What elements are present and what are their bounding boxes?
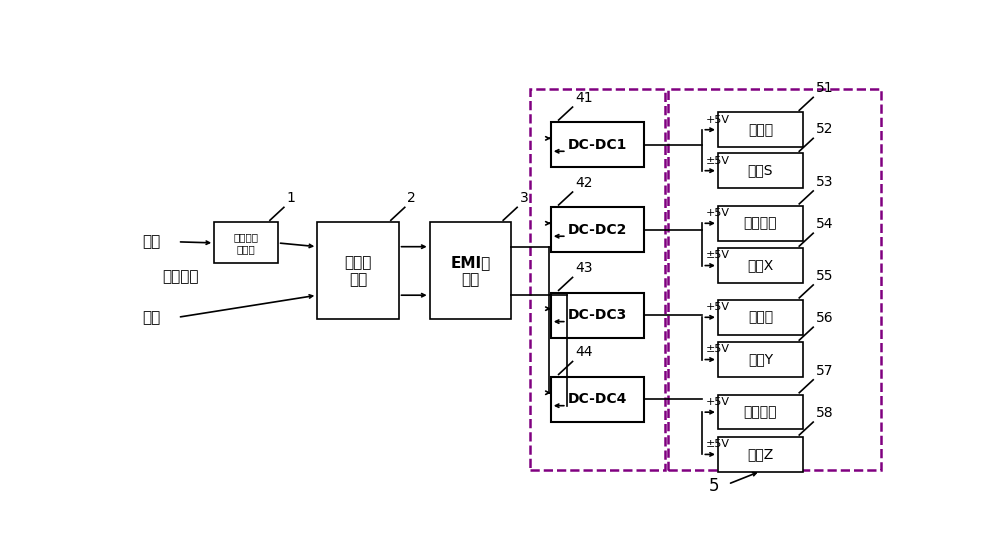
Text: 44: 44 [575, 346, 592, 360]
Text: 41: 41 [575, 91, 593, 105]
Text: 熔断器保
护电路: 熔断器保 护电路 [233, 232, 258, 254]
Text: 56: 56 [816, 311, 833, 325]
Text: 53: 53 [816, 175, 833, 189]
Text: +5V: +5V [706, 397, 730, 407]
Text: 正极: 正极 [142, 234, 160, 249]
Text: 42: 42 [575, 176, 592, 190]
Text: 5: 5 [709, 477, 719, 496]
Text: DC-DC2: DC-DC2 [568, 223, 627, 237]
Text: DC-DC3: DC-DC3 [568, 308, 627, 322]
Text: 一次电源: 一次电源 [162, 269, 199, 284]
Bar [718, 437, 803, 472]
Text: +5V: +5V [706, 302, 730, 312]
Text: 57: 57 [816, 363, 833, 377]
Bar [718, 248, 803, 283]
Bar [718, 153, 803, 188]
Text: EMI滤
波器: EMI滤 波器 [450, 255, 490, 287]
Bar [551, 292, 644, 338]
Text: 55: 55 [816, 269, 833, 283]
Text: 主通讯板: 主通讯板 [744, 216, 777, 230]
Bar [668, 88, 881, 470]
Bar [317, 222, 399, 319]
Bar [214, 222, 278, 263]
Text: 2: 2 [407, 191, 416, 205]
Text: 43: 43 [575, 262, 592, 276]
Text: 3: 3 [519, 191, 528, 205]
Text: 58: 58 [816, 406, 833, 420]
Text: +5V: +5V [706, 115, 730, 124]
Text: 负极: 负极 [142, 310, 160, 325]
Text: 主光源: 主光源 [748, 123, 773, 137]
Bar [551, 207, 644, 253]
Bar [718, 300, 803, 334]
Text: 1: 1 [286, 191, 295, 205]
Text: DC-DC4: DC-DC4 [568, 392, 627, 406]
Text: 备通讯板: 备通讯板 [744, 405, 777, 419]
Text: ±5V: ±5V [706, 439, 730, 449]
Bar [530, 88, 665, 470]
Text: 52: 52 [816, 122, 833, 136]
Text: 防浪涌
电路: 防浪涌 电路 [344, 255, 372, 287]
Bar [551, 376, 644, 422]
Text: 陀螺Y: 陀螺Y [748, 353, 773, 367]
Bar [430, 222, 511, 319]
Text: DC-DC1: DC-DC1 [568, 138, 627, 152]
Bar [718, 395, 803, 430]
Text: ±5V: ±5V [706, 250, 730, 260]
Text: 备光源: 备光源 [748, 310, 773, 324]
Bar [718, 113, 803, 147]
Text: +5V: +5V [706, 208, 730, 218]
Text: 54: 54 [816, 217, 833, 231]
Text: ±5V: ±5V [706, 156, 730, 166]
Text: 陀螺Z: 陀螺Z [747, 447, 774, 461]
Text: 陀螺X: 陀螺X [747, 259, 774, 273]
Bar [718, 342, 803, 377]
Bar [718, 206, 803, 241]
Text: 陀螺S: 陀螺S [748, 164, 773, 178]
Text: ±5V: ±5V [706, 344, 730, 354]
Text: 51: 51 [816, 81, 833, 95]
Bar [551, 122, 644, 167]
